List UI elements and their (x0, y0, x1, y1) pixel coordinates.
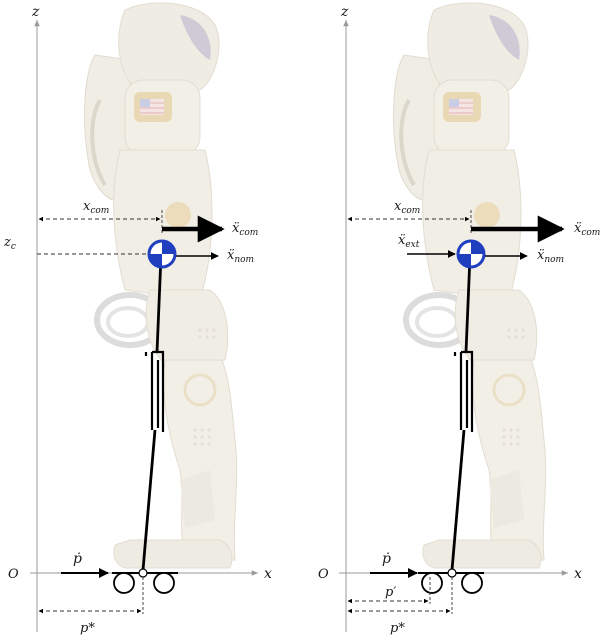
acc-nom-label-left: ẍnom (227, 248, 254, 265)
pstar-label-right: p* (390, 621, 405, 636)
acc-nom-label-right: ẍnom (537, 248, 564, 265)
pprime-label: p′ (385, 585, 396, 600)
pstar-label-left: p* (80, 621, 95, 636)
xcom-label-right: xcom (394, 199, 420, 216)
xcom-label-left: xcom (83, 199, 109, 216)
z-axis-label-right: z (340, 4, 349, 20)
contact-point-left (139, 569, 147, 577)
com-marker-right (458, 241, 484, 267)
origin-label-left: O (8, 567, 19, 582)
acc-com-label-left: ẍcom (232, 221, 258, 238)
contact-point-right (448, 569, 456, 577)
left-panel: z x O zc xcom ẍcom ẍnom ṗ (3, 3, 272, 636)
right-panel: z x O xcom ẍcom ẍext ẍnom ṗ (318, 3, 600, 636)
acc-com-label-right: ẍcom (574, 221, 600, 238)
pdot-label-right: ṗ (382, 551, 391, 567)
x-axis-label-right: x (574, 566, 582, 582)
leg-spring-left (146, 352, 163, 432)
wheel-right-2 (462, 573, 482, 593)
wheel-right-1 (422, 573, 442, 593)
x-axis-label-left: x (264, 566, 272, 582)
zc-label: zc (3, 235, 16, 252)
acc-ext-label: ẍext (398, 233, 420, 250)
origin-label-right: O (318, 567, 329, 582)
com-marker-left (149, 241, 175, 267)
pdot-label-left: ṗ (73, 551, 82, 567)
z-axis-label-left: z (31, 4, 40, 20)
leg-spring-right (455, 352, 472, 432)
wheel-left-2 (154, 573, 174, 593)
wheel-left-1 (114, 573, 134, 593)
